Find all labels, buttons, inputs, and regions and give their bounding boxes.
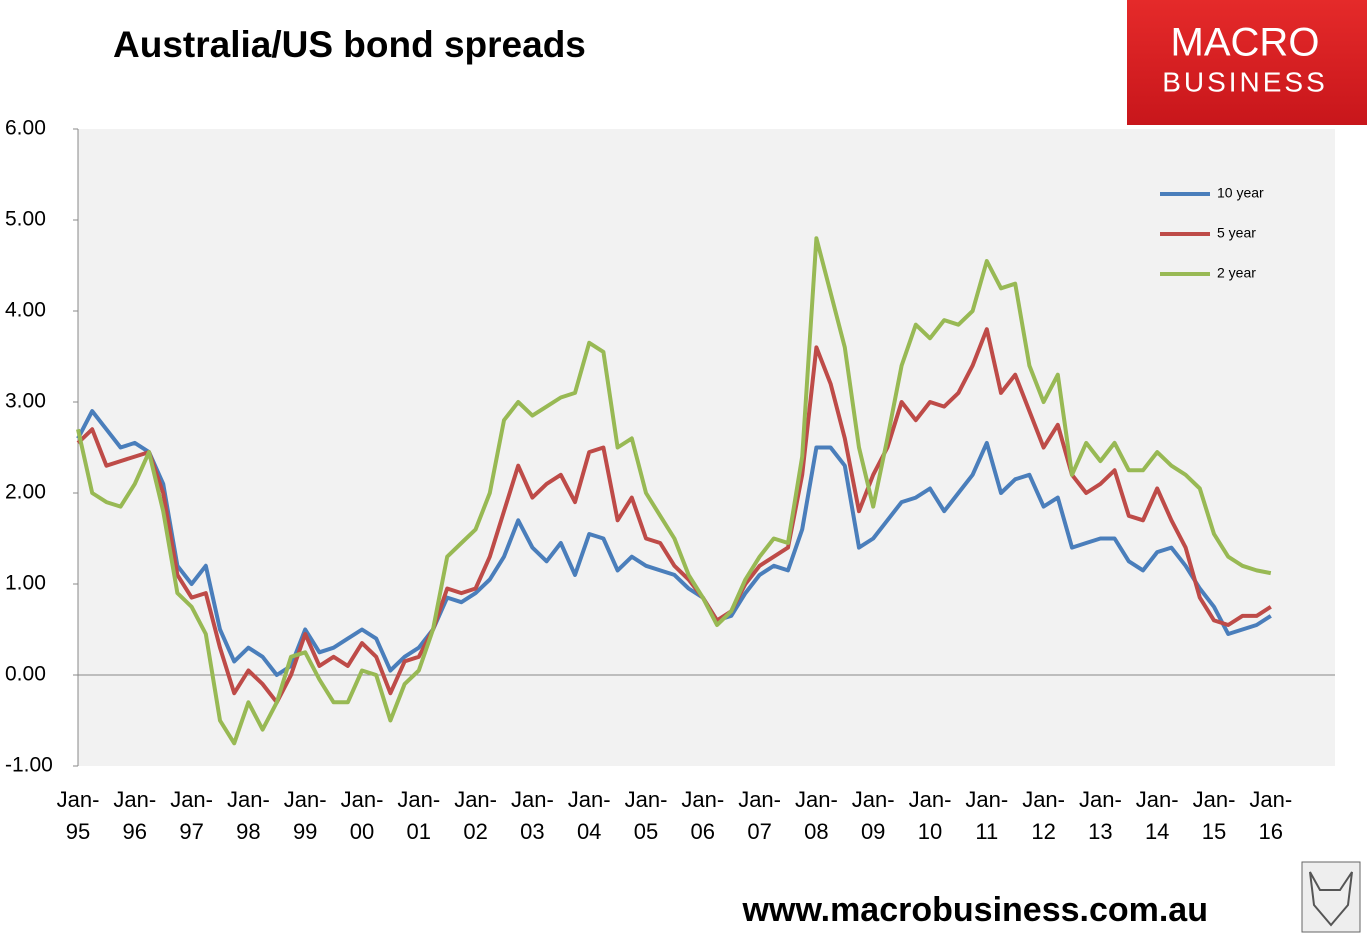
x-tick-label: Jan-06: [681, 787, 725, 844]
x-tick-label: Jan-14: [1135, 787, 1179, 844]
y-tick-label: 2.00: [5, 481, 46, 504]
series-line: [76, 409, 1272, 677]
x-tick-label: Jan-00: [340, 787, 384, 844]
x-tick-label: Jan-03: [510, 787, 554, 844]
fox-icon: [1309, 871, 1353, 927]
x-tick-label: Jan-11: [965, 787, 1009, 844]
y-tick-label: 5.00: [5, 208, 46, 231]
footer: www.macrobusiness.com.au: [742, 891, 1208, 929]
x-tick-label: Jan-95: [56, 787, 100, 844]
x-tick-label: Jan-02: [454, 787, 497, 844]
y-tick-label: 6.00: [5, 117, 46, 140]
x-tick-label: Jan-10: [908, 787, 952, 844]
logo-text: MACRO: [1171, 21, 1320, 65]
legend-label: 5 year: [1217, 225, 1256, 241]
x-tick-label: Jan-13: [1078, 787, 1122, 844]
x-tick-label: Jan-12: [1022, 787, 1065, 844]
y-tick-label: 4.00: [5, 299, 46, 322]
plot-area: [78, 129, 1335, 766]
x-tick-label: Jan-99: [283, 787, 327, 844]
x-tick-label: Jan-01: [397, 787, 441, 844]
y-tick-label: -1.00: [5, 754, 53, 777]
logo-text: BUSINESS: [1162, 66, 1328, 97]
legend-label: 2 year: [1217, 265, 1256, 281]
x-tick-label: Jan-09: [851, 787, 895, 844]
y-tick-label: 1.00: [5, 572, 46, 595]
logo-box: [1127, 0, 1367, 125]
x-tick-label: Jan-07: [738, 787, 781, 844]
x-tick-label: Jan-08: [794, 787, 838, 844]
y-tick-label: 3.00: [5, 390, 46, 413]
x-tick-label: Jan-98: [226, 787, 270, 844]
x-tick-label: Jan-96: [113, 787, 157, 844]
series-line: [76, 236, 1272, 746]
x-tick-label: Jan-16: [1249, 787, 1293, 844]
x-tick-label: Jan-04: [567, 787, 611, 844]
x-tick-label: Jan-97: [170, 787, 213, 844]
chart-title: Australia/US bond spreads: [113, 24, 586, 65]
x-tick-label: Jan-15: [1192, 787, 1236, 844]
y-tick-label: 0.00: [5, 663, 46, 686]
x-tick-label: Jan-05: [624, 787, 668, 844]
legend-label: 10 year: [1217, 185, 1264, 201]
